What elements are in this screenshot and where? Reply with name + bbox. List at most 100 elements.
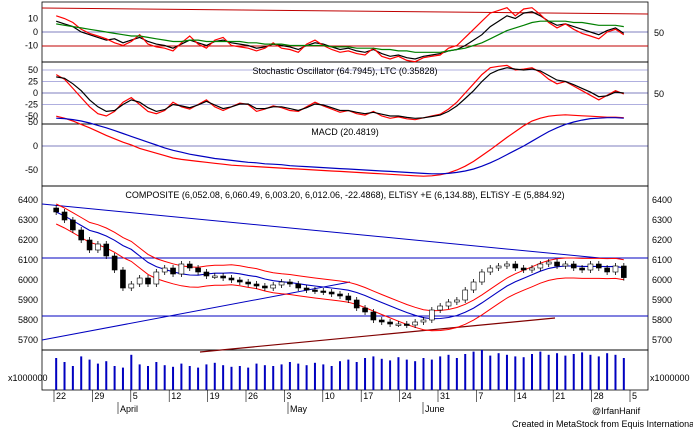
volume-unit-right: x1000000: [650, 373, 690, 383]
candle-body: [437, 305, 443, 311]
osc-series-line-1: [56, 7, 625, 63]
volume-bar: [472, 351, 475, 390]
candle-body: [78, 229, 85, 241]
volume-bar: [414, 361, 417, 390]
candle-body: [545, 261, 552, 265]
macd-y-tick: 0: [33, 141, 38, 151]
volume-bar: [238, 366, 241, 390]
volume-bar: [272, 366, 275, 390]
candle-body: [270, 284, 277, 289]
volume-bar: [589, 354, 592, 390]
volume-bar: [372, 356, 375, 390]
volume-bar: [531, 354, 533, 390]
volume-bar: [397, 357, 400, 390]
volume-bar: [430, 359, 433, 390]
candle-body: [86, 239, 93, 251]
candle-body: [245, 281, 251, 285]
stoch-series-line-0: [55, 64, 625, 121]
candle-body: [412, 321, 418, 326]
volume-bar: [355, 362, 358, 390]
month-label: May: [290, 404, 308, 414]
volume-bar: [96, 363, 99, 390]
candle-body: [570, 263, 577, 269]
volume-bar: [447, 354, 450, 390]
candle-body: [529, 267, 535, 271]
price-y-tick-right: 5700: [652, 335, 672, 345]
x-tick-label: 10: [325, 391, 335, 401]
candle-body: [420, 319, 427, 323]
candle-body: [203, 271, 210, 277]
volume-bar: [255, 363, 258, 390]
volume-bar: [180, 363, 183, 390]
volume-bar: [364, 358, 367, 390]
candle-body: [303, 287, 310, 291]
stoch-y-tick-right: 50: [654, 89, 664, 99]
candle-body: [312, 289, 318, 292]
candle-body: [495, 265, 502, 269]
volume-bar: [330, 366, 333, 390]
candle-body: [278, 281, 285, 286]
price-ma-line: [55, 211, 624, 320]
volume-bar: [163, 365, 166, 390]
stoch-y-tick: 50: [28, 65, 38, 75]
volume-bar: [172, 366, 175, 390]
candle-body: [504, 263, 510, 267]
volume-bar: [63, 362, 66, 390]
x-tick-label: 14: [517, 391, 527, 401]
candle-body: [554, 261, 560, 267]
volume-bar: [380, 358, 383, 390]
volume-bar: [322, 364, 325, 390]
price-y-tick: 6200: [18, 235, 38, 245]
stoch-y-tick: 0: [33, 88, 38, 98]
candle-body: [445, 301, 452, 307]
volume-bar: [247, 367, 250, 390]
volume-bar: [71, 366, 74, 390]
x-tick-label: 19: [210, 391, 220, 401]
volume-bar: [263, 365, 266, 390]
candle-body: [604, 267, 610, 273]
volume-bar: [288, 362, 291, 390]
volume-bar: [439, 356, 442, 390]
volume-bar: [138, 364, 141, 390]
candle-body: [320, 290, 327, 293]
price-y-tick-right: 6300: [652, 215, 672, 225]
candle-body: [454, 299, 460, 303]
volume-bar: [405, 359, 408, 390]
candle-body: [220, 275, 226, 279]
volume-bar: [389, 360, 392, 390]
price-y-tick-right: 6400: [652, 195, 672, 205]
price-y-tick: 6300: [18, 215, 38, 225]
stoch-y-tick: -50: [25, 111, 38, 121]
macd-series-line-1: [56, 117, 624, 175]
x-tick-label: 24: [402, 391, 412, 401]
volume-bar: [622, 358, 625, 390]
volume-bar: [188, 366, 191, 390]
volume-bar: [313, 362, 316, 390]
volume-bar: [205, 364, 208, 390]
osc-series-line-2: [56, 20, 624, 53]
macd-title: MACD (20.4819): [311, 127, 379, 137]
volume-bar: [121, 367, 124, 390]
candle-body: [211, 275, 218, 278]
candle-body: [562, 263, 569, 267]
volume-bar: [197, 367, 200, 390]
candle-body: [262, 285, 268, 289]
volume-bar: [455, 358, 458, 390]
macd-y-tick: 50: [28, 117, 38, 127]
candle-body: [95, 243, 101, 251]
stoch-y-tick: -25: [25, 100, 38, 110]
candle-body: [228, 277, 235, 281]
osc-y-tick: 10: [28, 14, 38, 24]
candle-body: [387, 321, 393, 325]
volume-bar: [539, 351, 542, 390]
candle-body: [103, 243, 110, 257]
price-y-tick-right: 6000: [652, 275, 672, 285]
volume-bar: [230, 366, 233, 390]
candle-body: [136, 277, 143, 285]
month-label: April: [120, 404, 138, 414]
price-y-tick: 6400: [18, 195, 38, 205]
macd-series-line-0: [56, 114, 624, 177]
candle-body: [153, 271, 160, 285]
